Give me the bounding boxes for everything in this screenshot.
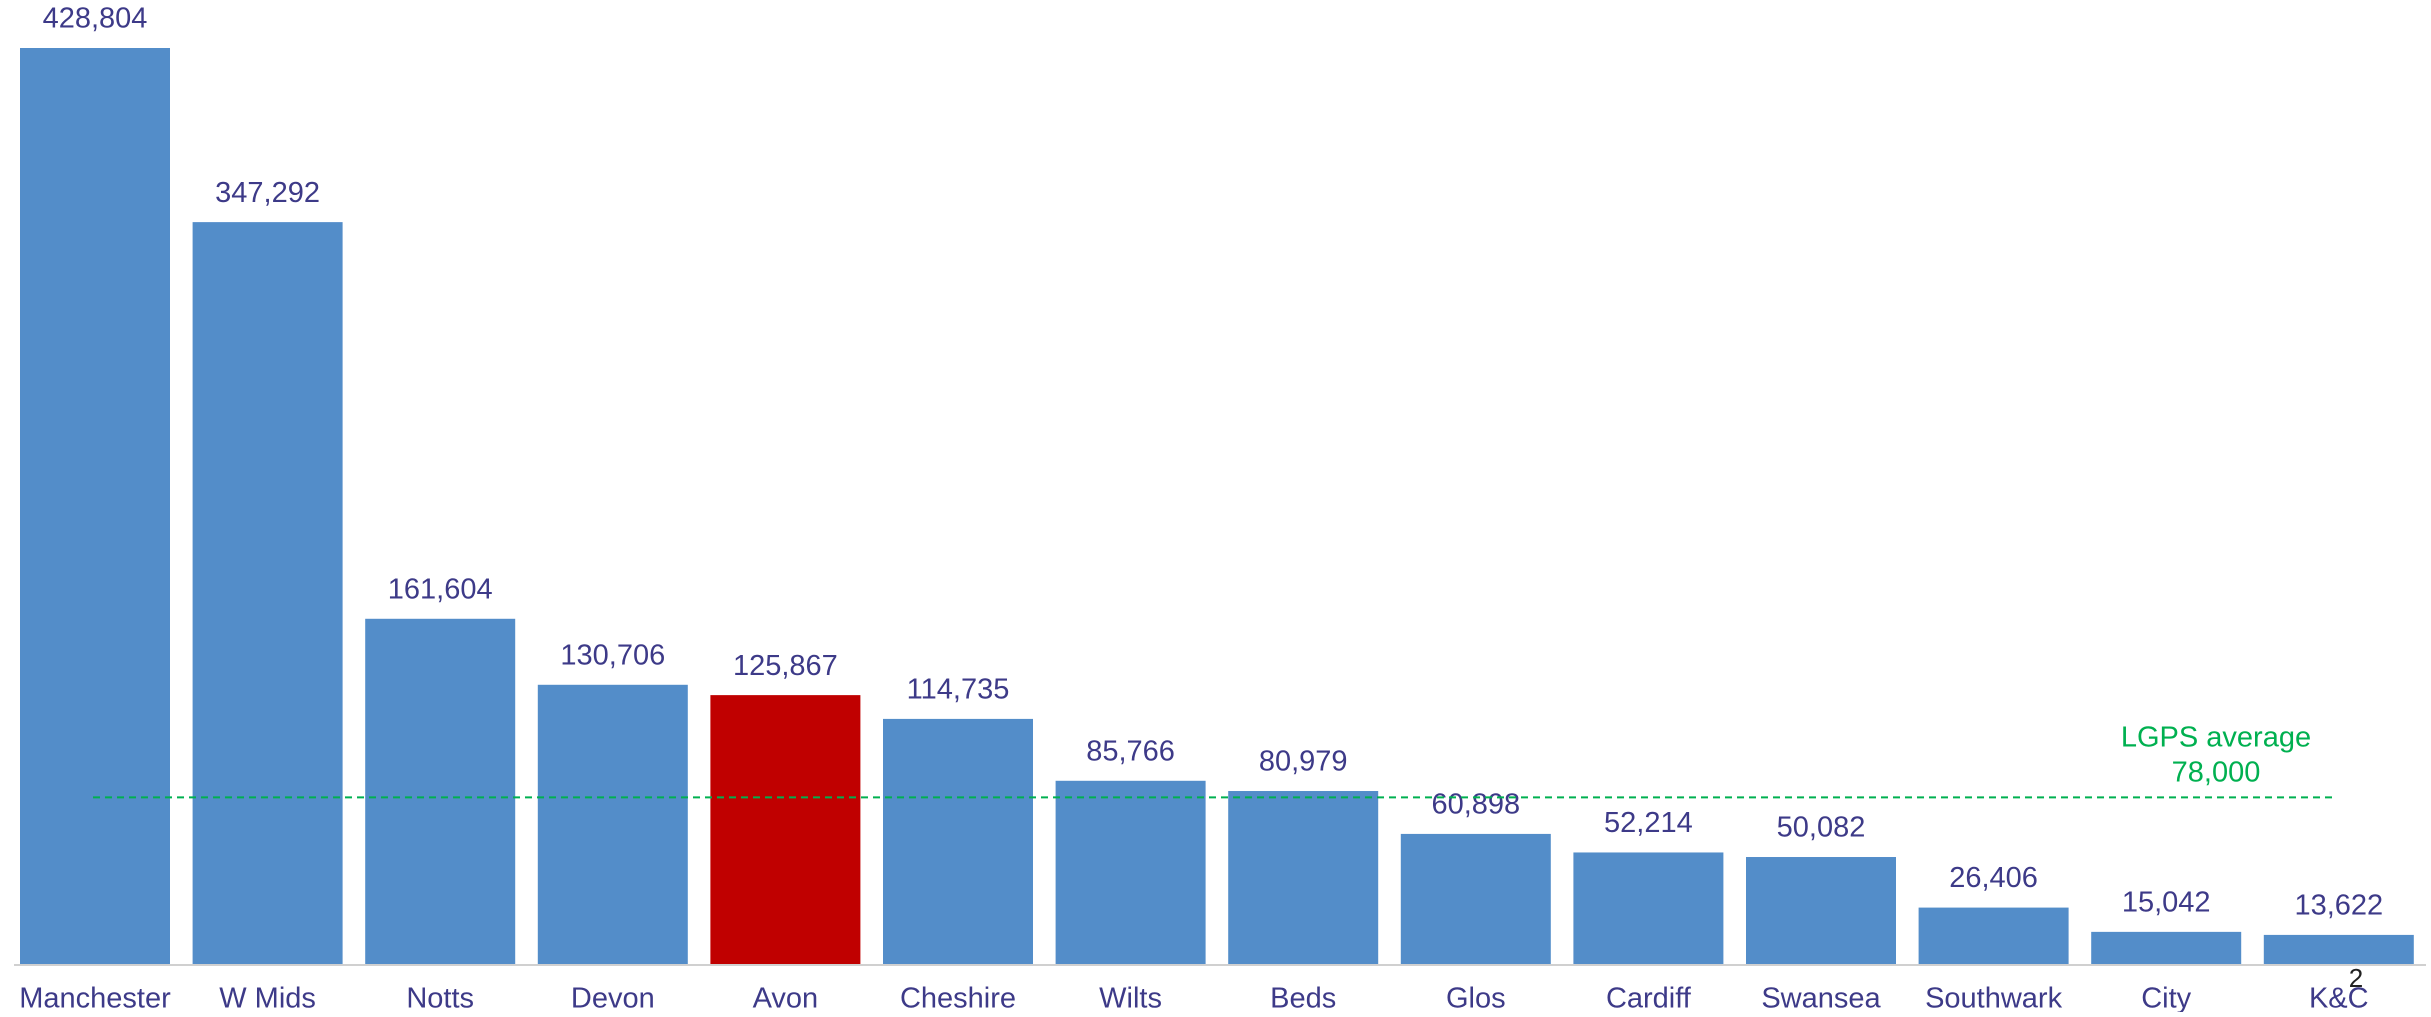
value-label: 114,735 xyxy=(907,674,1010,706)
value-label: 125,867 xyxy=(733,650,838,682)
value-label: 130,706 xyxy=(560,639,665,671)
bar xyxy=(1400,833,1551,964)
x-tick-label: Manchester xyxy=(19,983,171,1012)
value-label: 15,042 xyxy=(2122,887,2211,919)
bar xyxy=(1573,852,1724,964)
x-tick-label: Glos xyxy=(1446,983,1506,1012)
value-label: 13,622 xyxy=(2294,890,2383,922)
x-tick-label: Swansea xyxy=(1761,983,1881,1012)
value-label: 85,766 xyxy=(1086,735,1175,767)
value-label: 50,082 xyxy=(1777,812,1866,844)
x-tick-label: City xyxy=(2141,983,2191,1012)
bar xyxy=(710,695,861,964)
value-label: 80,979 xyxy=(1259,746,1348,778)
bar xyxy=(1228,791,1379,964)
x-tick-label: Southwark xyxy=(1925,983,2063,1012)
x-tick-label: Devon xyxy=(571,983,655,1012)
reference-label: LGPS average xyxy=(2121,722,2311,754)
value-label: 26,406 xyxy=(1949,862,2038,894)
x-tick-label: Cardiff xyxy=(1606,983,1692,1012)
bar xyxy=(365,618,516,964)
value-label: 161,604 xyxy=(388,573,493,605)
x-tick-label: K&C xyxy=(2309,983,2369,1012)
x-tick-label: W Mids xyxy=(219,983,316,1012)
bar xyxy=(2091,931,2242,964)
bar xyxy=(1746,857,1896,964)
bar xyxy=(1918,907,2069,964)
reference-value-label: 78,000 xyxy=(2172,757,2261,789)
x-tick-label: Cheshire xyxy=(900,983,1016,1012)
bar xyxy=(192,222,343,964)
x-tick-label: Wilts xyxy=(1099,983,1162,1012)
bar xyxy=(1055,780,1206,964)
value-label: 52,214 xyxy=(1604,807,1693,839)
page-number: 2 xyxy=(2349,963,2363,993)
value-label: 60,898 xyxy=(1431,789,1520,821)
value-label: 428,804 xyxy=(43,3,148,35)
bar xyxy=(20,48,170,964)
x-tick-label: Notts xyxy=(406,983,474,1012)
bar xyxy=(2263,934,2414,964)
bar xyxy=(883,718,1033,964)
bar xyxy=(537,684,688,964)
x-tick-label: Beds xyxy=(1270,983,1336,1012)
x-tick-label: Avon xyxy=(753,983,819,1012)
value-label: 347,292 xyxy=(215,177,320,209)
